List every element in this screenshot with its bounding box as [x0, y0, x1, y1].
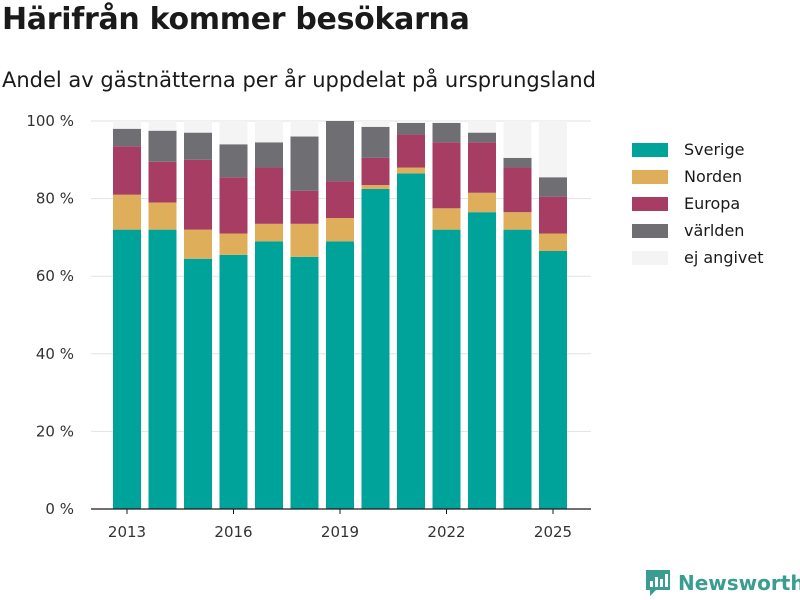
bar-segment: [397, 134, 425, 168]
bar-segment: [255, 223, 283, 242]
bar-segment: [255, 142, 283, 168]
bar-segment: [503, 212, 532, 230]
bar-segment: [148, 161, 177, 203]
bar-segment: [539, 196, 567, 234]
brand-logo: Newsworthy: [644, 568, 800, 598]
bar-segment: [468, 132, 496, 143]
bar-segment: [290, 190, 319, 224]
bar-segment: [503, 157, 532, 168]
bar-segment: [148, 121, 177, 131]
y-axis: 0 % 20 % 40 % 60 % 80 % 100 %: [26, 112, 74, 518]
bar-segment: [184, 159, 212, 230]
bar-segment: [503, 229, 532, 509]
bar-segment: [113, 229, 141, 509]
bar-segment: [219, 254, 248, 509]
legend-swatch: [632, 197, 668, 211]
chart-title: Härifrån kommer besökarna: [2, 2, 470, 37]
bar-segment: [468, 142, 496, 193]
x-tick-label: 2019: [321, 523, 359, 541]
legend-label: Norden: [684, 167, 742, 186]
legend-swatch: [632, 224, 668, 238]
bar-segment: [290, 121, 319, 137]
bar-segment: [361, 188, 390, 509]
bar-segment: [361, 157, 390, 186]
bar-segment: [503, 121, 532, 158]
bar-segment: [539, 233, 567, 251]
x-axis: 2013 2016 2019 2022 2025: [91, 508, 591, 541]
legend: Sverige Norden Europa världen ej angivet: [632, 140, 764, 267]
y-tick-label: 60 %: [36, 267, 74, 285]
bar-segment: [503, 167, 532, 213]
bar-segment: [432, 122, 461, 143]
bar-segment: [255, 241, 283, 509]
legend-label: Sverige: [684, 140, 745, 159]
bar-segment: [468, 192, 496, 213]
bar-segment: [397, 167, 425, 174]
bar-segment: [397, 173, 425, 509]
bar-segment: [113, 128, 141, 147]
bar-segment: [326, 218, 354, 242]
bar-segment: [255, 167, 283, 224]
bar-segment: [148, 202, 177, 230]
bar-segment: [361, 126, 390, 158]
brand-name: Newsworthy: [678, 571, 800, 595]
legend-label: ej angivet: [684, 248, 764, 267]
chat-bubble-bar-chart-icon: [646, 570, 670, 596]
x-tick-label: 2025: [534, 523, 572, 541]
bar-segment: [326, 241, 354, 509]
bar-segment: [290, 223, 319, 257]
x-tick-label: 2022: [427, 523, 465, 541]
y-tick-label: 100 %: [26, 112, 74, 130]
x-tick-label: 2013: [108, 523, 146, 541]
x-tick-label: 2016: [214, 523, 252, 541]
bar-segment: [468, 121, 496, 133]
bar-segment: [184, 132, 212, 160]
stacked-bar-chart: 0 % 20 % 40 % 60 % 80 % 100 % 2013 2016 2019 202…: [26, 112, 764, 541]
bar-segment: [219, 121, 248, 145]
bars: [113, 121, 567, 510]
bar-segment: [148, 229, 177, 509]
legend-label: världen: [684, 221, 744, 240]
bar-segment: [397, 122, 425, 135]
bar-segment: [290, 136, 319, 191]
legend-swatch: [632, 251, 668, 265]
bar-segment: [539, 250, 567, 510]
legend-swatch: [632, 143, 668, 157]
bar-segment: [432, 121, 461, 123]
legend-swatch: [632, 170, 668, 184]
bar-segment: [432, 229, 461, 509]
bar-segment: [219, 144, 248, 178]
bar-segment: [148, 130, 177, 162]
bar-segment: [184, 258, 212, 509]
bar-segment: [326, 121, 354, 182]
y-tick-label: 20 %: [36, 422, 74, 440]
bar-segment: [113, 146, 141, 195]
bar-segment: [468, 212, 496, 509]
bar-segment: [539, 177, 567, 197]
bar-segment: [361, 121, 390, 127]
bar-segment: [432, 208, 461, 230]
bar-segment: [255, 121, 283, 143]
y-tick-label: 40 %: [36, 345, 74, 363]
bar-segment: [432, 142, 461, 209]
bar-segment: [219, 177, 248, 234]
bar-segment: [361, 185, 390, 189]
bar-segment: [113, 121, 141, 129]
bar-segment: [184, 229, 212, 259]
bar-segment: [219, 233, 248, 255]
bar-segment: [539, 121, 567, 178]
y-tick-label: 0 %: [45, 500, 74, 518]
bar-segment: [397, 121, 425, 123]
bar-segment: [184, 121, 212, 133]
legend-label: Europa: [684, 194, 740, 213]
bar-segment: [290, 256, 319, 509]
y-tick-label: 80 %: [36, 190, 74, 208]
chart-subtitle: Andel av gästnätterna per år uppdelat på…: [2, 68, 596, 92]
bar-segment: [326, 181, 354, 218]
bar-segment: [113, 194, 141, 230]
